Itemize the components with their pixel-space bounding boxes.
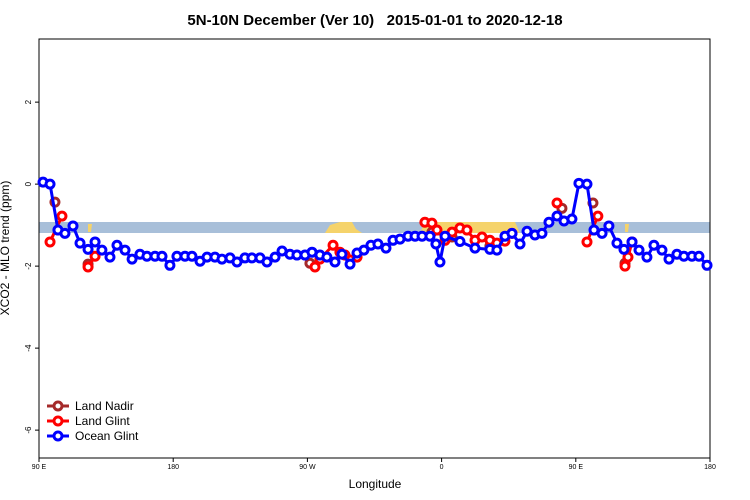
data-point [309, 261, 321, 273]
data-point [596, 227, 608, 239]
data-point [44, 178, 56, 190]
data-point [701, 259, 713, 271]
data-point [164, 259, 176, 271]
data-point [44, 236, 56, 248]
chart-title: 5N-10N December (Ver 10) 2015-01-01 to 2… [187, 12, 562, 29]
data-point [633, 244, 645, 256]
data-point [536, 227, 548, 239]
data-point [622, 251, 634, 263]
data-point [551, 210, 563, 222]
x-axis-label: Longitude [349, 477, 402, 491]
data-point [693, 250, 705, 262]
legend-marker [52, 400, 64, 412]
data-point [626, 236, 638, 248]
data-point [543, 216, 555, 228]
data-point [104, 251, 116, 263]
x-tick-label: 90 E [32, 464, 47, 471]
data-point [329, 256, 341, 268]
data-point [434, 256, 446, 268]
data-point [611, 237, 623, 249]
x-tick-label: 180 [167, 464, 179, 471]
y-tick-label: -6 [24, 426, 33, 434]
legend-marker [52, 415, 64, 427]
y-tick-label: -2 [24, 262, 33, 270]
data-point [321, 251, 333, 263]
land-shape [325, 222, 362, 233]
y-tick-label: 0 [24, 181, 33, 186]
data-point [111, 239, 123, 251]
data-point [592, 210, 604, 222]
data-point [454, 236, 466, 248]
data-point [59, 227, 71, 239]
data-point [380, 242, 392, 254]
data-point [89, 236, 101, 248]
plot-frame [38, 38, 711, 459]
legend-marker [52, 430, 64, 442]
data-point [439, 230, 451, 242]
data-point [269, 251, 281, 263]
legend-label: Land Glint [75, 414, 130, 428]
data-point [372, 238, 384, 250]
data-point [461, 224, 473, 236]
data-point [469, 242, 481, 254]
data-point [56, 210, 68, 222]
data-point [424, 230, 436, 242]
x-tick-label: 90 W [299, 464, 316, 471]
data-point [186, 250, 198, 262]
data-point [74, 237, 86, 249]
data-point [126, 253, 138, 265]
data-point [431, 224, 443, 236]
data-point [663, 253, 675, 265]
data-point [82, 243, 94, 255]
data-point [656, 244, 668, 256]
data-point [426, 217, 438, 229]
data-point [618, 243, 630, 255]
data-point [619, 260, 631, 272]
data-point [551, 197, 563, 209]
data-point [156, 250, 168, 262]
data-point [261, 256, 273, 268]
legend-label: Land Nadir [75, 399, 134, 413]
data-point [89, 250, 101, 262]
data-point [82, 261, 94, 273]
data-point [336, 248, 348, 260]
data-point [327, 239, 339, 251]
data-point [581, 178, 593, 190]
x-tick-label: 0 [440, 464, 444, 471]
land-shape [88, 224, 92, 232]
data-point [231, 256, 243, 268]
land-strip [39, 222, 710, 233]
data-point [119, 244, 131, 256]
y-axis-label: XCO2 - MLO trend (ppm) [0, 181, 12, 316]
data-point [581, 236, 593, 248]
y-tick-label: -4 [24, 344, 33, 352]
data-point [514, 238, 526, 250]
land-shape [625, 224, 629, 232]
data-point [641, 251, 653, 263]
legend-label: Ocean Glint [75, 429, 139, 443]
data-point [506, 227, 518, 239]
data-point [648, 239, 660, 251]
data-point [358, 244, 370, 256]
y-tick-label: 2 [24, 99, 33, 104]
data-point [67, 220, 79, 232]
data-point [603, 220, 615, 232]
data-point [344, 258, 356, 270]
data-point [430, 238, 442, 250]
x-tick-label: 90 E [569, 464, 584, 471]
data-point [491, 244, 503, 256]
data-point [566, 213, 578, 225]
data-point [96, 244, 108, 256]
x-tick-label: 180 [704, 464, 716, 471]
